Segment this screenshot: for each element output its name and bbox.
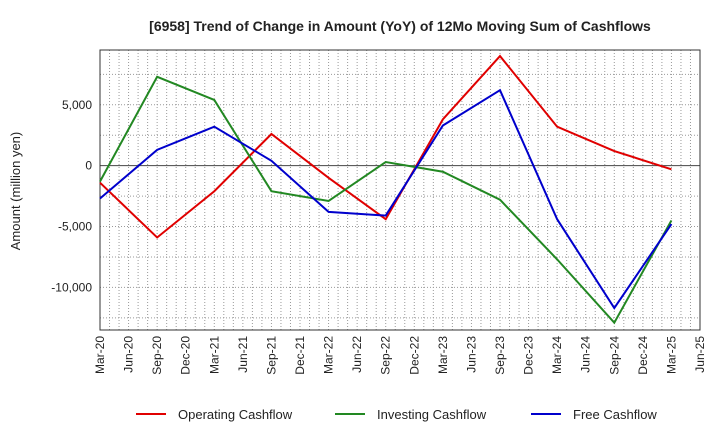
x-tick-label: Mar-21: [207, 336, 221, 374]
x-tick-label: Mar-22: [322, 336, 336, 374]
x-tick-label: Jun-24: [579, 336, 593, 373]
y-tick-label: 5,000: [62, 98, 92, 112]
x-tick-label: Dec-22: [407, 336, 421, 375]
plot-background: [100, 50, 700, 330]
y-tick-label: -10,000: [51, 280, 92, 294]
x-tick-label: Dec-20: [179, 336, 193, 375]
series-line-operating-cashflow: [99, 54, 672, 239]
x-tick-label: Mar-20: [93, 336, 107, 374]
series-line-free-cashflow: [99, 88, 673, 310]
plot-area: 5,000 0 -5,000 -10,000 Mar-20 Jun-20 Sep-20 Dec…: [51, 49, 707, 375]
chart-title: [6958] Trend of Change in Amount (YoY) o…: [149, 18, 651, 34]
x-tick-label: Sep-24: [607, 336, 621, 375]
x-tick-label: Mar-24: [550, 336, 564, 374]
x-tick-label: Mar-23: [436, 336, 450, 374]
x-tick-label: Sep-23: [493, 336, 507, 375]
y-axis-label: Amount (million yen): [8, 132, 23, 251]
x-tick-label: Sep-22: [379, 336, 393, 375]
legend: Operating Cashflow Investing Cashflow Free…: [136, 407, 657, 422]
x-tick-label: Jun-25: [693, 336, 707, 373]
plot-border: [99, 49, 701, 331]
legend-label-free-cashflow: Free Cashflow: [573, 407, 657, 422]
x-tick-label: Jun-20: [122, 336, 136, 373]
x-tick-label: Jun-22: [350, 336, 364, 373]
x-tick-label: Sep-20: [150, 336, 164, 375]
y-tick-label: 0: [85, 159, 92, 173]
legend-label-operating-cashflow: Operating Cashflow: [178, 407, 293, 422]
x-tick-label: Sep-21: [264, 336, 278, 375]
x-tick-label: Dec-24: [636, 336, 650, 375]
x-tick-label: Dec-23: [522, 336, 536, 375]
legend-label-investing-cashflow: Investing Cashflow: [377, 407, 487, 422]
x-tick-label: Mar-25: [664, 336, 678, 374]
x-tick-label: Jun-21: [236, 336, 250, 373]
y-tick-label: -5,000: [58, 220, 92, 234]
x-tick-label: Dec-21: [293, 336, 307, 375]
x-tick-label: Jun-23: [464, 336, 478, 373]
series-line-investing-cashflow: [99, 75, 673, 325]
